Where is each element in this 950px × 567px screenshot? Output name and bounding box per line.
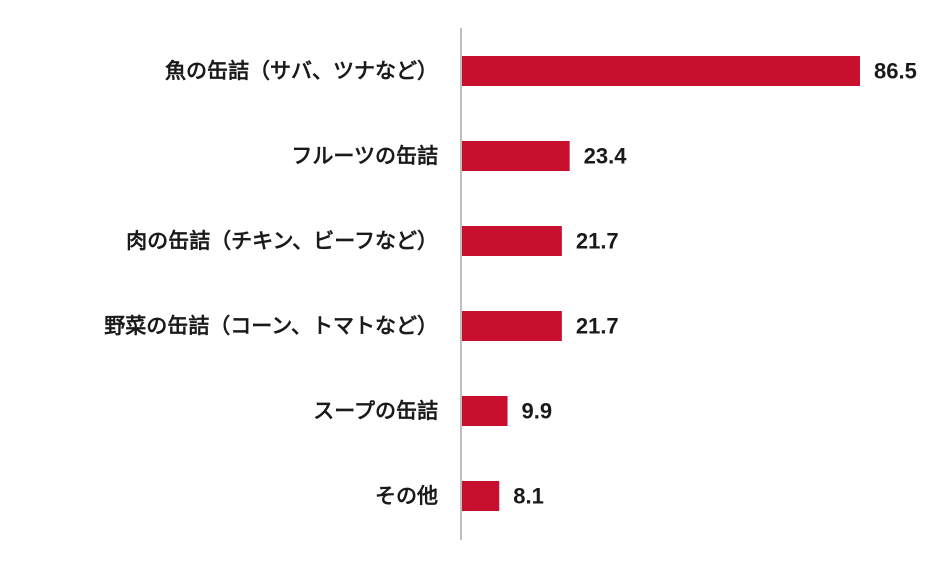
bar-2 bbox=[462, 141, 570, 171]
value-labels-group: 86.5 23.4 21.7 21.7 9.9 8.1 bbox=[513, 59, 917, 509]
category-label-4: 野菜の缶詰（コーン、トマトなど） bbox=[104, 314, 438, 338]
value-label-4: 21.7 bbox=[576, 314, 619, 339]
category-label-1: 魚の缶詰（サバ、ツナなど） bbox=[165, 59, 438, 83]
value-label-1: 86.5 bbox=[874, 59, 917, 84]
bar-6 bbox=[462, 481, 500, 511]
category-label-6: その他 bbox=[375, 484, 438, 508]
bar-4 bbox=[462, 311, 562, 341]
value-label-3: 21.7 bbox=[576, 229, 619, 254]
bar-1 bbox=[462, 56, 860, 86]
category-label-3: 肉の缶詰（チキン、ビーフなど） bbox=[126, 229, 438, 253]
category-label-2: フルーツの缶詰 bbox=[291, 144, 438, 168]
category-label-5: スープの缶詰 bbox=[313, 399, 438, 423]
bar-3 bbox=[462, 226, 562, 256]
value-label-6: 8.1 bbox=[513, 484, 544, 509]
bars-group bbox=[462, 56, 860, 511]
value-label-2: 23.4 bbox=[584, 144, 628, 169]
bar-5 bbox=[462, 396, 508, 426]
value-label-5: 9.9 bbox=[522, 399, 553, 424]
